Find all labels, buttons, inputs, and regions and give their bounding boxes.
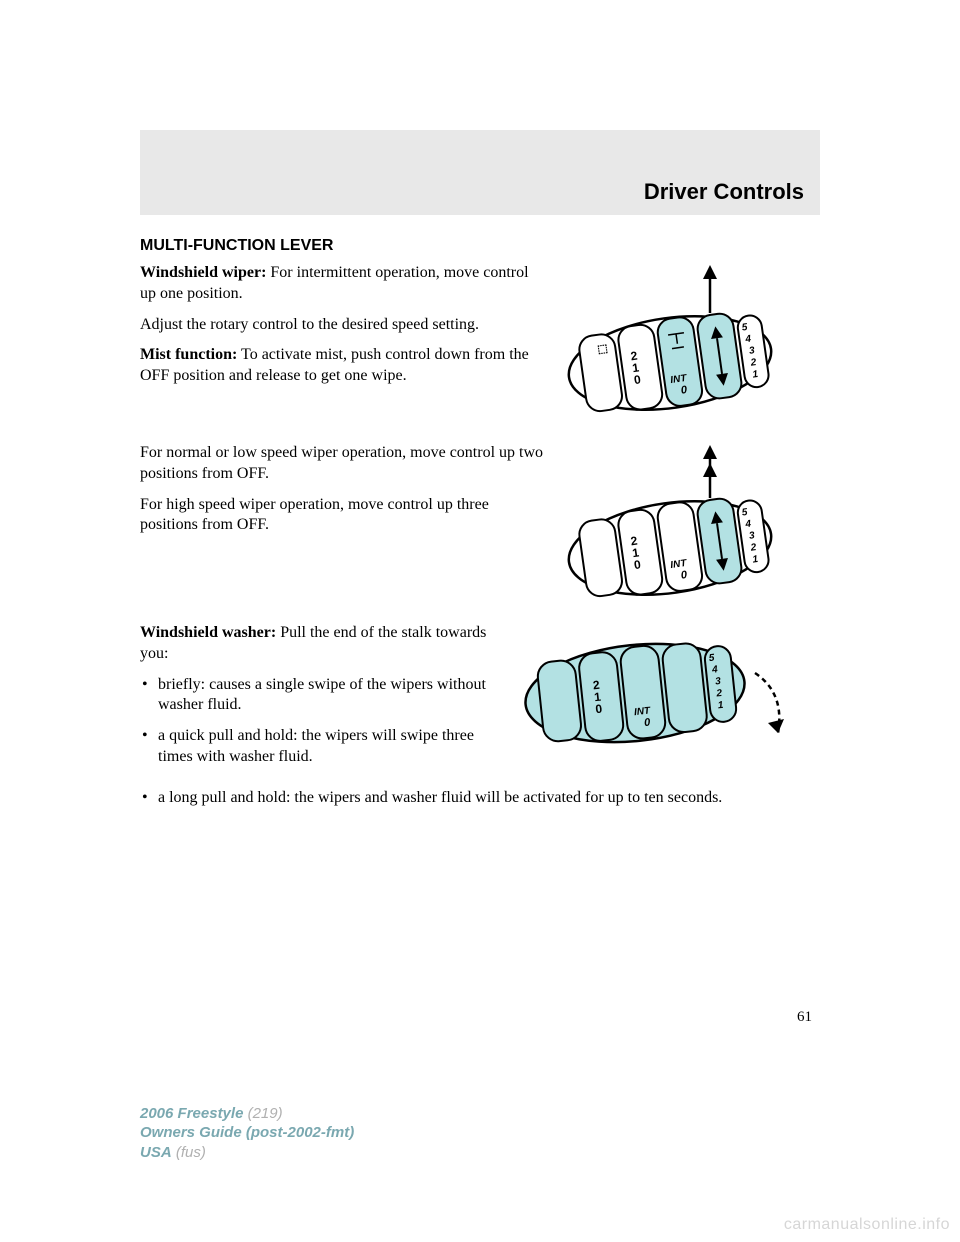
footer-line-1: 2006 Freestyle (219) xyxy=(140,1104,354,1124)
b2-p2: For high speed wiper operation, move con… xyxy=(140,495,548,537)
lever-svg-1: ⬚ 2 1 0 INT 0 5 4 3 2 1 xyxy=(560,263,820,433)
lever-diagram-2: 2 1 0 INT 0 5 4 3 2 1 xyxy=(560,443,820,613)
block-2: For normal or low speed wiper operation,… xyxy=(140,443,820,613)
page-number: 61 xyxy=(140,1009,820,1026)
header-bar: Driver Controls xyxy=(140,130,820,215)
lever-svg-2: 2 1 0 INT 0 5 4 3 2 1 xyxy=(560,443,820,613)
b1-p1-bold: Windshield wiper: xyxy=(140,264,266,281)
b1-p3-bold: Mist function: xyxy=(140,346,237,363)
block-1: Windshield wiper: For intermittent opera… xyxy=(140,263,820,433)
section-heading: MULTI-FUNCTION LEVER xyxy=(140,237,820,255)
lever-diagram-1: ⬚ 2 1 0 INT 0 5 4 3 2 1 xyxy=(560,263,820,433)
b3-bullets: briefly: causes a single swipe of the wi… xyxy=(140,675,508,768)
header-title: Driver Controls xyxy=(644,179,804,205)
svg-text:⬚: ⬚ xyxy=(597,343,609,356)
lever-diagram-3: 2 1 0 INT 0 5 4 3 2 1 xyxy=(520,623,820,763)
b1-p1: Windshield wiper: For intermittent opera… xyxy=(140,263,548,305)
footer-guide: Owners Guide (post-2002-fmt) xyxy=(140,1124,354,1141)
block-1-text: Windshield wiper: For intermittent opera… xyxy=(140,263,560,397)
block-3: Windshield washer: Pull the end of the s… xyxy=(140,623,820,778)
page-container: Driver Controls MULTI-FUNCTION LEVER Win… xyxy=(0,0,960,1026)
footer: 2006 Freestyle (219) Owners Guide (post-… xyxy=(140,1104,354,1163)
b2-p1: For normal or low speed wiper operation,… xyxy=(140,443,548,485)
b3-p1: Windshield washer: Pull the end of the s… xyxy=(140,623,508,665)
b3-bullet-0: briefly: causes a single swipe of the wi… xyxy=(140,675,508,717)
lever-svg-3: 2 1 0 INT 0 5 4 3 2 1 xyxy=(520,623,820,763)
b3-p1-bold: Windshield washer: xyxy=(140,624,276,641)
b3-bullet-2: a long pull and hold: the wipers and was… xyxy=(140,788,820,809)
b1-p2: Adjust the rotary control to the desired… xyxy=(140,315,548,336)
b3-bullet-1: a quick pull and hold: the wipers will s… xyxy=(140,726,508,768)
b1-p3: Mist function: To activate mist, push co… xyxy=(140,345,548,387)
footer-code: (219) xyxy=(248,1105,283,1122)
footer-region: USA xyxy=(140,1144,172,1161)
footer-line-3: USA (fus) xyxy=(140,1143,354,1163)
watermark: carmanualsonline.info xyxy=(784,1216,950,1234)
footer-fus: (fus) xyxy=(176,1144,206,1161)
b3-bullets-full: a long pull and hold: the wipers and was… xyxy=(140,788,820,809)
block-2-text: For normal or low speed wiper operation,… xyxy=(140,443,560,546)
footer-model: 2006 Freestyle xyxy=(140,1105,243,1122)
footer-line-2: Owners Guide (post-2002-fmt) xyxy=(140,1123,354,1143)
block-3-text: Windshield washer: Pull the end of the s… xyxy=(140,623,520,778)
